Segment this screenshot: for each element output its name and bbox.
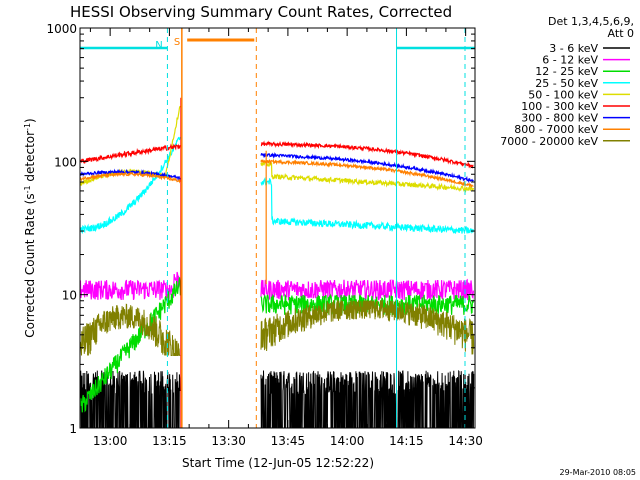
series-line: [79, 271, 181, 301]
series-line: [260, 160, 474, 193]
y-tick-label: 100: [54, 155, 77, 169]
series-line: [79, 303, 181, 356]
legend-label: 25 - 50 keV: [535, 77, 598, 90]
y-tick-label: 1000: [46, 22, 77, 36]
series-line: [260, 278, 474, 302]
series-line: [260, 140, 474, 169]
legend-label: 300 - 800 keV: [521, 112, 598, 125]
plot-area: [79, 28, 475, 429]
x-tick-label: 13:00: [93, 434, 128, 448]
chart-title: HESSI Observing Summary Count Rates, Cor…: [70, 3, 452, 21]
x-axis-label: Start Time (12-Jun-05 12:52:22): [182, 456, 374, 470]
series-100-300kev: [79, 140, 474, 169]
series-line: [260, 158, 474, 188]
series-7000-20000kev: [79, 299, 475, 356]
series-6-12kev: [79, 271, 474, 302]
legend-label: 50 - 100 keV: [528, 88, 598, 101]
y-tick-label: 1: [69, 422, 77, 436]
series-line: [260, 152, 474, 184]
x-tick-label: 13:30: [211, 434, 246, 448]
legend-label: 800 - 7000 keV: [514, 123, 598, 136]
legend-header-line1: Det 1,3,4,5,6,9,: [548, 15, 634, 28]
legend-label: 6 - 12 keV: [542, 54, 598, 67]
legend-label: 7000 - 20000 keV: [500, 135, 598, 148]
x-tick-label: 14:30: [448, 434, 483, 448]
series-line: [260, 176, 474, 235]
x-tick-label: 14:00: [330, 434, 365, 448]
timestamp: 29-Mar-2010 08:05: [560, 468, 637, 477]
axes: 1 10 100 1000 13:00 13:15 13:30 13:45 14:00 14:15…: [46, 22, 482, 448]
series-800-7000kev: [79, 158, 474, 188]
x-tick-label: 13:15: [152, 434, 187, 448]
series-line: [79, 136, 181, 235]
series-line: [260, 299, 475, 355]
y-tick-label: 10: [62, 289, 77, 303]
legend-label: 3 - 6 keV: [549, 42, 598, 55]
series-line: [79, 171, 181, 184]
x-tick-label: 13:45: [271, 434, 306, 448]
y-axis-label: Corrected Count Rate (s-1 detector-1): [23, 118, 38, 337]
night-marker-label: N: [155, 40, 162, 51]
series-line: [79, 143, 181, 164]
legend-label: 100 - 300 keV: [521, 100, 598, 113]
series-line: [79, 277, 181, 413]
saa-marker-label: S: [174, 37, 180, 48]
plot-frame: [79, 27, 476, 429]
legend-label: 12 - 25 keV: [535, 65, 598, 78]
x-tick-label: 14:15: [389, 434, 424, 448]
legend-header-line2: Att 0: [608, 27, 634, 40]
series-25-50kev: [79, 136, 474, 235]
